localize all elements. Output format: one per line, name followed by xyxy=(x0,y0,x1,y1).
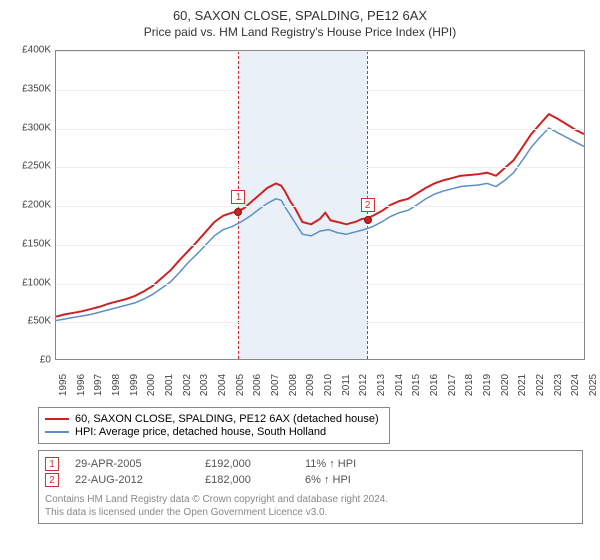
x-tick-label: 1996 xyxy=(76,374,87,396)
x-tick-label: 2004 xyxy=(217,374,228,396)
x-tick-label: 2011 xyxy=(341,374,352,396)
x-tick-label: 2025 xyxy=(588,374,599,396)
x-tick-label: 1998 xyxy=(111,374,122,396)
legend-label: 60, SAXON CLOSE, SPALDING, PE12 6AX (det… xyxy=(75,413,379,425)
x-tick-label: 2003 xyxy=(199,374,210,396)
x-tick-label: 2010 xyxy=(323,374,334,396)
y-axis: £0£50K£100K£150K£200K£250K£300K£350K£400… xyxy=(10,50,53,360)
sale-price: £182,000 xyxy=(205,474,305,486)
y-tick-label: £100K xyxy=(22,277,51,288)
y-tick-label: £300K xyxy=(22,122,51,133)
x-tick-label: 2015 xyxy=(411,374,422,396)
sale-row-marker: 2 xyxy=(45,473,59,487)
sale-marker-point xyxy=(364,216,372,224)
sale-diff: 6% ↑ HPI xyxy=(305,474,405,486)
y-tick-label: £200K xyxy=(22,200,51,211)
y-tick-label: £250K xyxy=(22,161,51,172)
chart-subtitle: Price paid vs. HM Land Registry's House … xyxy=(10,25,590,39)
x-tick-label: 2018 xyxy=(464,374,475,396)
legend-row: HPI: Average price, detached house, Sout… xyxy=(45,426,379,438)
chart-container: 60, SAXON CLOSE, SPALDING, PE12 6AX Pric… xyxy=(0,0,600,560)
legend-row: 60, SAXON CLOSE, SPALDING, PE12 6AX (det… xyxy=(45,413,379,425)
chart-lines xyxy=(56,51,584,359)
sale-row: 2 22-AUG-2012£182,0006% ↑ HPI xyxy=(45,473,576,487)
sale-row-marker: 1 xyxy=(45,457,59,471)
sale-date: 29-APR-2005 xyxy=(75,458,205,470)
sale-diff: 11% ↑ HPI xyxy=(305,458,405,470)
y-tick-label: £350K xyxy=(22,83,51,94)
footer-text: Contains HM Land Registry data © Crown c… xyxy=(45,493,576,519)
x-tick-label: 2000 xyxy=(146,374,157,396)
sale-price: £192,000 xyxy=(205,458,305,470)
x-tick-label: 2024 xyxy=(570,374,581,396)
sale-date: 22-AUG-2012 xyxy=(75,474,205,486)
x-tick-label: 2021 xyxy=(517,374,528,396)
y-tick-label: £0 xyxy=(40,355,51,366)
y-tick-label: £50K xyxy=(28,316,51,327)
series-price_paid xyxy=(56,114,584,317)
sales-box: 1 29-APR-2005£192,00011% ↑ HPI 2 22-AUG-201… xyxy=(38,450,583,524)
legend-box: 60, SAXON CLOSE, SPALDING, PE12 6AX (det… xyxy=(38,407,390,444)
chart-title: 60, SAXON CLOSE, SPALDING, PE12 6AX xyxy=(10,8,590,23)
sale-marker-label: 2 xyxy=(361,198,375,212)
legend-label: HPI: Average price, detached house, Sout… xyxy=(75,426,326,438)
y-tick-label: £400K xyxy=(22,45,51,56)
x-tick-label: 2012 xyxy=(358,374,369,396)
sale-marker-label: 1 xyxy=(231,190,245,204)
y-tick-label: £150K xyxy=(22,238,51,249)
plot-area: 12 xyxy=(55,50,585,360)
x-tick-label: 1999 xyxy=(129,374,140,396)
series-hpi xyxy=(56,128,584,321)
x-tick-label: 2016 xyxy=(429,374,440,396)
x-tick-label: 2022 xyxy=(535,374,546,396)
x-tick-label: 1995 xyxy=(58,374,69,396)
x-tick-label: 2017 xyxy=(447,374,458,396)
x-tick-label: 2007 xyxy=(270,374,281,396)
x-axis: 1995 1996 1997 1998 1999 2000 2001 2002 2003 2004… xyxy=(55,363,585,403)
x-tick-label: 2020 xyxy=(500,374,511,396)
x-tick-label: 2009 xyxy=(305,374,316,396)
x-tick-label: 2001 xyxy=(164,374,175,396)
x-tick-label: 2005 xyxy=(235,374,246,396)
x-tick-label: 2008 xyxy=(288,374,299,396)
x-tick-label: 1997 xyxy=(93,374,104,396)
x-tick-label: 2014 xyxy=(394,374,405,396)
x-tick-label: 2023 xyxy=(553,374,564,396)
x-tick-label: 2013 xyxy=(376,374,387,396)
x-tick-label: 2006 xyxy=(252,374,263,396)
chart-box: £0 £50K £100K £150K £200K £250K £300K £350K £400… xyxy=(10,45,590,405)
sale-row: 1 29-APR-2005£192,00011% ↑ HPI xyxy=(45,457,576,471)
sale-marker-point xyxy=(234,208,242,216)
legend-swatch xyxy=(45,418,69,420)
legend-swatch xyxy=(45,431,69,433)
x-tick-label: 2002 xyxy=(182,374,193,396)
x-tick-label: 2019 xyxy=(482,374,493,396)
